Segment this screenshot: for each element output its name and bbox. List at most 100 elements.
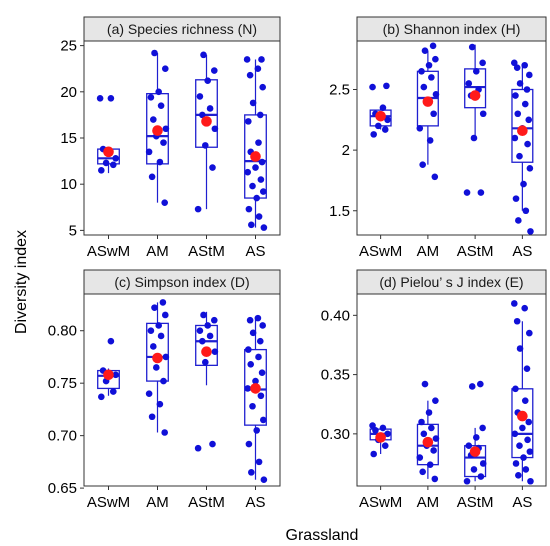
y-tick-label: 25 xyxy=(60,38,77,55)
data-point xyxy=(253,194,260,202)
data-point xyxy=(470,134,478,142)
data-point xyxy=(252,377,259,385)
y-tick-label: 1.5 xyxy=(329,203,350,220)
data-point xyxy=(521,61,528,69)
data-point xyxy=(245,346,252,353)
data-point xyxy=(525,418,533,426)
data-point xyxy=(255,139,262,146)
mean-point xyxy=(250,151,261,162)
panel-title: (d) Pielou’ s J index (E) xyxy=(379,274,523,290)
data-point xyxy=(253,427,260,434)
y-tick-label: 0.70 xyxy=(48,428,77,445)
data-point xyxy=(369,422,376,429)
data-point xyxy=(468,43,476,51)
x-tick-label: ASwM xyxy=(87,494,130,511)
data-point xyxy=(419,468,426,476)
data-point xyxy=(258,369,266,376)
data-point xyxy=(514,110,522,118)
data-point xyxy=(249,329,257,337)
x-tick-label: ASwM xyxy=(359,494,402,511)
data-point xyxy=(96,94,104,102)
data-point xyxy=(204,77,211,85)
data-point xyxy=(194,205,202,213)
x-tick-label: AStM xyxy=(188,494,225,511)
data-point xyxy=(381,126,389,133)
data-point xyxy=(157,332,165,340)
x-tick-label: AS xyxy=(512,243,532,260)
data-point xyxy=(249,402,256,410)
data-point xyxy=(421,47,429,54)
x-tick-label: AM xyxy=(417,494,440,511)
y-tick-label: 0.80 xyxy=(48,323,77,340)
data-point xyxy=(516,80,524,87)
data-point xyxy=(259,322,266,329)
data-point xyxy=(249,182,256,190)
data-point xyxy=(194,444,202,452)
mean-point xyxy=(469,90,481,101)
data-point xyxy=(463,477,471,485)
data-point xyxy=(161,429,168,436)
data-point xyxy=(161,65,169,73)
data-point xyxy=(196,93,204,100)
data-point xyxy=(432,435,440,442)
data-point xyxy=(153,364,160,371)
data-point xyxy=(246,316,254,324)
data-point xyxy=(200,51,207,59)
data-point xyxy=(522,466,530,473)
panel-4: (d) Pielou’ s J index (E) 0.30 0.35 0.40 ASw… xyxy=(321,269,547,511)
data-point xyxy=(102,159,110,167)
panels: (a) Species richness (N) 5 10 15 20 25 ASwM AM A… xyxy=(48,16,547,511)
data-point xyxy=(260,224,268,231)
box-iqr xyxy=(195,79,218,148)
data-point xyxy=(465,442,473,450)
data-point xyxy=(526,448,534,455)
data-point xyxy=(162,353,170,361)
data-point xyxy=(527,477,534,485)
y-tick-label: 2 xyxy=(342,142,350,159)
data-point xyxy=(107,337,115,345)
panel-border xyxy=(83,40,281,236)
data-point xyxy=(252,164,259,171)
mean-point xyxy=(375,432,386,443)
data-point xyxy=(515,472,522,479)
data-point xyxy=(257,176,265,183)
x-tick-label: AS xyxy=(245,494,265,511)
data-point xyxy=(472,68,480,75)
data-point xyxy=(145,390,153,397)
mean-point xyxy=(152,125,163,136)
data-point xyxy=(256,337,264,345)
x-tick-label: AM xyxy=(146,243,169,260)
data-point xyxy=(243,56,251,63)
mean-point xyxy=(201,116,212,127)
data-point xyxy=(379,424,387,432)
data-point xyxy=(249,99,257,107)
data-point xyxy=(245,440,253,448)
y-tick-label: 15 xyxy=(60,130,77,147)
data-point xyxy=(524,436,531,444)
mean-point xyxy=(422,436,434,448)
mean-point xyxy=(201,346,212,358)
mean-point xyxy=(469,446,481,457)
data-point xyxy=(513,317,521,325)
data-point xyxy=(257,392,265,400)
data-point xyxy=(155,322,162,329)
panel-strip xyxy=(83,16,281,42)
data-point xyxy=(428,74,435,81)
data-point xyxy=(479,59,486,67)
data-point xyxy=(383,82,390,90)
data-point xyxy=(426,137,434,144)
x-axis-title: Grassland xyxy=(286,527,359,544)
data-point xyxy=(525,116,533,124)
data-point xyxy=(109,388,117,395)
data-point xyxy=(162,125,170,133)
x-tick-label: AStM xyxy=(188,243,225,260)
data-point xyxy=(516,442,523,450)
data-point xyxy=(200,311,207,319)
data-point xyxy=(245,205,253,213)
data-point xyxy=(515,217,522,224)
data-point xyxy=(510,59,518,67)
mean-point xyxy=(103,146,114,158)
data-point xyxy=(384,116,391,124)
data-point xyxy=(369,83,376,91)
data-point xyxy=(431,475,439,483)
